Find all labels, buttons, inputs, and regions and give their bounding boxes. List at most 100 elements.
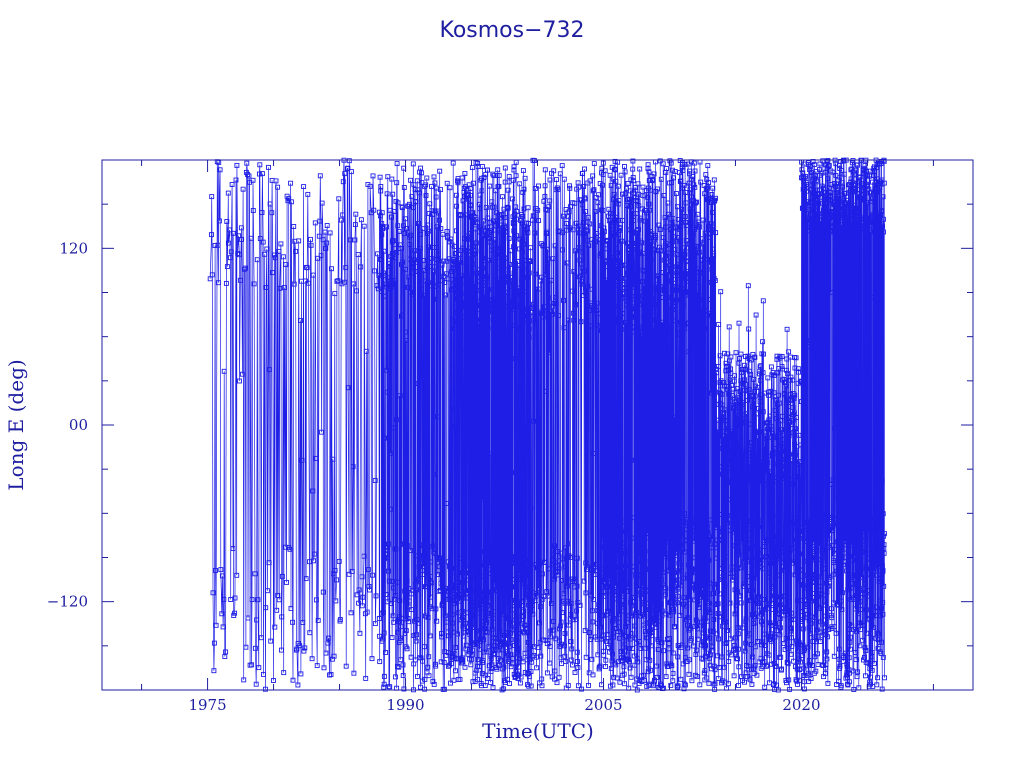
- data-point: [728, 398, 734, 404]
- data-point: [727, 478, 733, 484]
- data-point: [514, 233, 520, 239]
- data-point: [668, 258, 674, 264]
- data-point: [814, 434, 820, 440]
- data-point: [570, 310, 576, 316]
- data-point: [820, 547, 825, 553]
- data-point: [854, 230, 860, 236]
- data-point: [325, 640, 331, 646]
- data-point: [793, 544, 799, 550]
- data-point: [679, 206, 685, 212]
- data-point: [735, 646, 741, 652]
- data-point: [807, 631, 813, 637]
- data-point: [862, 577, 868, 583]
- data-point: [470, 647, 476, 653]
- data-point: [408, 548, 413, 554]
- data-point: [747, 421, 753, 427]
- data-point: [722, 350, 727, 356]
- data-point: [266, 164, 271, 170]
- data-point: [663, 304, 669, 310]
- data-point: [779, 666, 785, 672]
- data-point: [626, 551, 632, 557]
- data-point: [444, 229, 450, 234]
- data-point: [750, 562, 756, 568]
- data-point: [511, 244, 516, 250]
- data-point: [511, 228, 517, 234]
- data-point: [539, 571, 545, 577]
- data-point: [655, 647, 661, 652]
- data-point: [638, 596, 644, 601]
- data-point: [672, 624, 678, 630]
- data-point: [327, 672, 332, 678]
- data-point: [504, 561, 510, 567]
- data-point: [696, 514, 701, 520]
- data-point: [661, 193, 667, 199]
- data-point: [855, 205, 861, 211]
- data-point: [630, 284, 636, 290]
- data-point: [627, 665, 633, 671]
- data-point: [859, 574, 865, 580]
- data-point: [303, 576, 309, 582]
- data-point: [875, 630, 880, 636]
- data-point: [772, 478, 778, 484]
- data-point: [724, 520, 730, 526]
- data-point: [647, 558, 653, 564]
- data-point: [589, 608, 595, 614]
- data-point: [842, 190, 848, 196]
- data-point: [460, 614, 466, 620]
- data-point: [617, 225, 623, 231]
- data-point: [431, 296, 437, 302]
- data-point: [756, 547, 762, 553]
- data-point: [504, 289, 510, 295]
- data-point: [695, 626, 701, 632]
- data-point: [789, 526, 795, 532]
- data-point: [449, 242, 455, 248]
- data-point: [452, 243, 458, 249]
- data-point: [701, 561, 707, 567]
- data-point: [856, 174, 862, 180]
- data-point: [443, 585, 448, 591]
- data-point: [633, 267, 639, 273]
- data-point: [757, 399, 763, 405]
- data-point: [788, 651, 794, 657]
- data-point: [453, 668, 458, 674]
- data-point: [771, 435, 777, 441]
- data-point: [372, 268, 377, 274]
- data-point: [598, 624, 604, 630]
- data-point: [654, 317, 660, 322]
- data-point: [288, 180, 294, 186]
- data-point: [410, 292, 416, 298]
- data-point: [388, 601, 394, 606]
- data-point: [438, 659, 444, 665]
- data-point: [323, 245, 329, 251]
- data-point: [578, 319, 584, 325]
- data-point: [243, 644, 249, 650]
- data-point: [674, 600, 680, 606]
- data-point: [628, 313, 634, 319]
- data-point: [624, 531, 630, 537]
- data-point: [448, 236, 454, 242]
- data-point: [551, 576, 557, 582]
- data-point: [666, 555, 672, 561]
- data-point: [248, 235, 254, 241]
- data-point: [581, 184, 587, 189]
- data-point: [527, 318, 533, 324]
- data-point: [719, 654, 725, 660]
- data-point: [808, 540, 814, 546]
- data-point: [381, 630, 387, 636]
- data-point: [552, 243, 558, 249]
- data-point: [754, 575, 760, 581]
- data-point: [348, 610, 354, 616]
- data-point: [617, 515, 623, 521]
- data-point: [742, 381, 748, 387]
- data-point: [795, 557, 801, 563]
- data-point: [349, 568, 355, 574]
- data-point: [467, 186, 473, 191]
- data-point: [760, 621, 766, 627]
- data-point: [779, 604, 785, 610]
- data-point: [468, 612, 474, 618]
- data-point: [692, 168, 698, 174]
- data-point: [777, 625, 783, 631]
- data-point: [380, 636, 386, 642]
- data-point: [823, 169, 829, 175]
- data-point: [464, 290, 470, 296]
